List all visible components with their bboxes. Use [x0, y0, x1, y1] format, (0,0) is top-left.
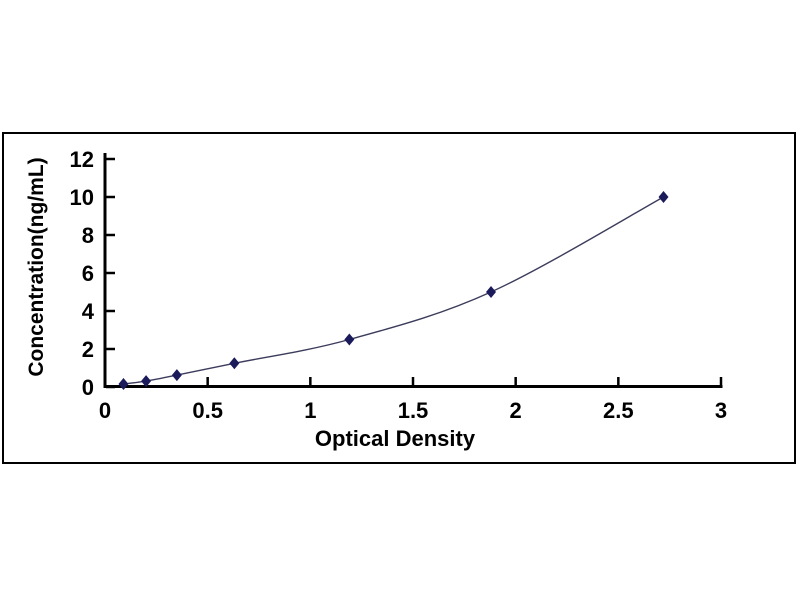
- x-tick-label: 2: [510, 398, 522, 423]
- y-tick-label: 2: [82, 337, 94, 362]
- data-point-marker: [344, 333, 355, 346]
- data-point-marker: [141, 375, 152, 388]
- x-tick-label: 2.5: [603, 398, 634, 423]
- data-point-marker: [229, 357, 240, 370]
- x-tick-label: 0.5: [192, 398, 223, 423]
- x-axis-title: Optical Density: [314, 426, 476, 451]
- x-tick-label: 1.5: [398, 398, 429, 423]
- y-tick-label: 10: [70, 185, 94, 210]
- data-point-marker: [486, 286, 497, 298]
- y-tick-label: 4: [82, 299, 95, 324]
- standard-curve-line: [123, 196, 664, 385]
- y-tick-label: 6: [82, 261, 94, 286]
- data-point-marker: [171, 369, 182, 382]
- data-point-marker: [118, 378, 129, 391]
- data-point-marker: [658, 191, 669, 203]
- chart-frame: [2, 132, 796, 464]
- y-tick-label: 8: [82, 223, 94, 248]
- x-tick-label: 0: [99, 398, 111, 423]
- y-axis-title: Concentration(ng/mL): [25, 157, 48, 377]
- y-tick-label: 12: [70, 147, 94, 172]
- x-tick-label: 1: [304, 398, 316, 423]
- x-tick-label: 3: [715, 398, 727, 423]
- y-tick-label: 0: [82, 375, 94, 400]
